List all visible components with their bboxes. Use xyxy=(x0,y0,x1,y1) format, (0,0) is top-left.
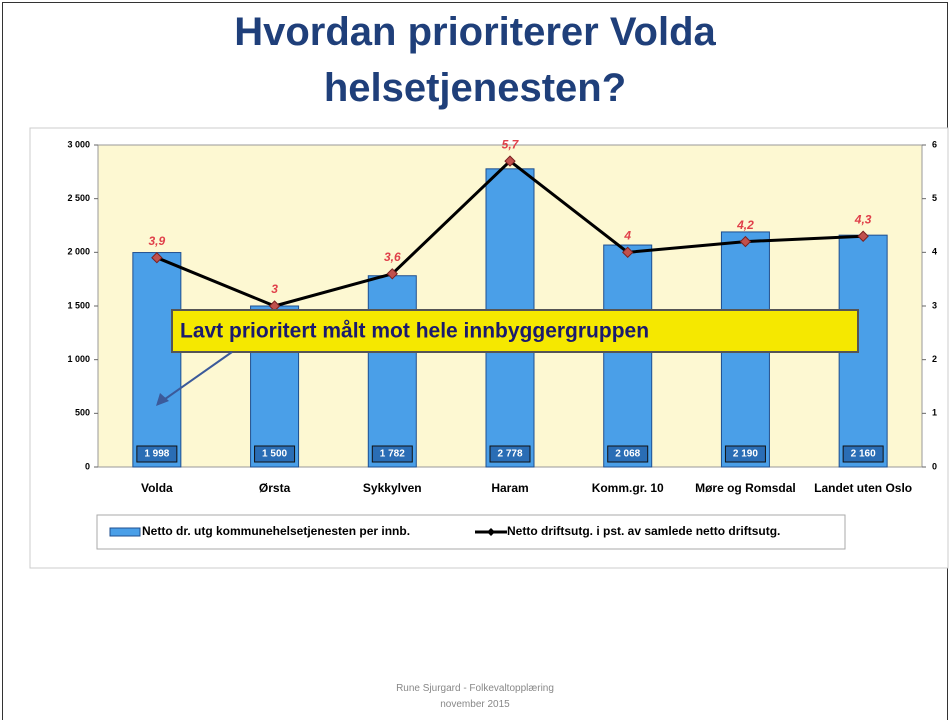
bar-label: 1 998 xyxy=(144,449,169,460)
y2-tick-label: 2 xyxy=(932,354,937,364)
y-tick-label: 500 xyxy=(75,408,90,418)
footer-author: Rune Sjurgard - Folkevaltopplæring xyxy=(396,683,554,694)
y2-tick-label: 5 xyxy=(932,193,937,203)
bar-label: 2 160 xyxy=(851,449,876,460)
bar xyxy=(367,275,417,468)
x-tick-label: Haram xyxy=(491,481,528,495)
y2-tick-label: 6 xyxy=(932,139,937,149)
annotation-arrow xyxy=(157,351,233,405)
y2-tick-label: 1 xyxy=(932,408,937,418)
y2-tick-label: 0 xyxy=(932,461,937,471)
annotation: Lavt prioritert målt mot hele innbyggerg… xyxy=(180,320,649,343)
legend-box xyxy=(96,514,846,550)
x-tick-label: Landet uten Oslo xyxy=(814,481,912,495)
legend-swatch xyxy=(109,527,141,537)
line-marker xyxy=(622,246,634,259)
y-tick-label: 3 000 xyxy=(67,139,90,149)
footer: Rune Sjurgard - Folkevaltopplæring novem… xyxy=(300,681,650,713)
chart-title: Hvordan prioriterer Volda helsetjenesten… xyxy=(234,10,716,110)
y-tick-label: 0 xyxy=(85,461,90,471)
x-tick-label: Volda xyxy=(141,481,173,495)
line-marker xyxy=(151,251,163,264)
line-label: 4,3 xyxy=(854,212,872,226)
bar-label-box xyxy=(136,445,178,463)
bar-label: 2 068 xyxy=(615,449,640,460)
bar-label-box xyxy=(607,445,649,463)
line-marker xyxy=(386,268,398,280)
bar-label-box xyxy=(724,445,766,463)
x-tick-label: Møre og Romsdal xyxy=(695,481,796,495)
y-tick-label: 1 000 xyxy=(67,354,90,364)
annotation-arrowhead xyxy=(156,393,169,406)
y-tick-label: 2 500 xyxy=(67,193,90,203)
line-label: 4,2 xyxy=(736,218,754,232)
x-tick-label: Komm.gr. 10 xyxy=(592,481,664,495)
bar-label-box xyxy=(489,445,531,463)
bar-label: 2 778 xyxy=(497,449,522,460)
y2-tick-label: 4 xyxy=(932,247,937,257)
y-tick-label: 2 000 xyxy=(67,247,90,257)
x-tick-label: Sykkylven xyxy=(363,481,422,495)
legend-label: Netto dr. utg kommunehelsetjenesten per … xyxy=(142,524,410,538)
line-marker xyxy=(857,230,869,242)
bar-label-box xyxy=(254,445,296,463)
legend-marker xyxy=(487,528,495,536)
y2-tick-label: 3 xyxy=(932,300,937,310)
bar-label-box xyxy=(371,445,413,463)
bar-label: 1 500 xyxy=(262,449,287,460)
line-marker xyxy=(739,235,752,248)
bar-label: 2 190 xyxy=(733,449,758,460)
bar xyxy=(132,252,182,468)
line-label: 3 xyxy=(271,282,278,296)
footer-date: november 2015 xyxy=(440,699,510,710)
line-label: 4 xyxy=(623,229,631,243)
bar-label: 1 782 xyxy=(380,449,405,460)
line-label: 3,9 xyxy=(149,234,166,248)
line-marker xyxy=(504,155,516,167)
bar-label-box xyxy=(842,445,884,463)
y-tick-label: 1 500 xyxy=(67,300,90,310)
x-tick-label: Ørsta xyxy=(259,481,291,495)
line-label: 5,7 xyxy=(502,137,520,151)
bar xyxy=(603,244,653,468)
line-label: 3,6 xyxy=(384,250,401,264)
legend-label: Netto driftsutg. i pst. av samlede netto… xyxy=(507,524,780,538)
annotation-box xyxy=(171,309,859,353)
